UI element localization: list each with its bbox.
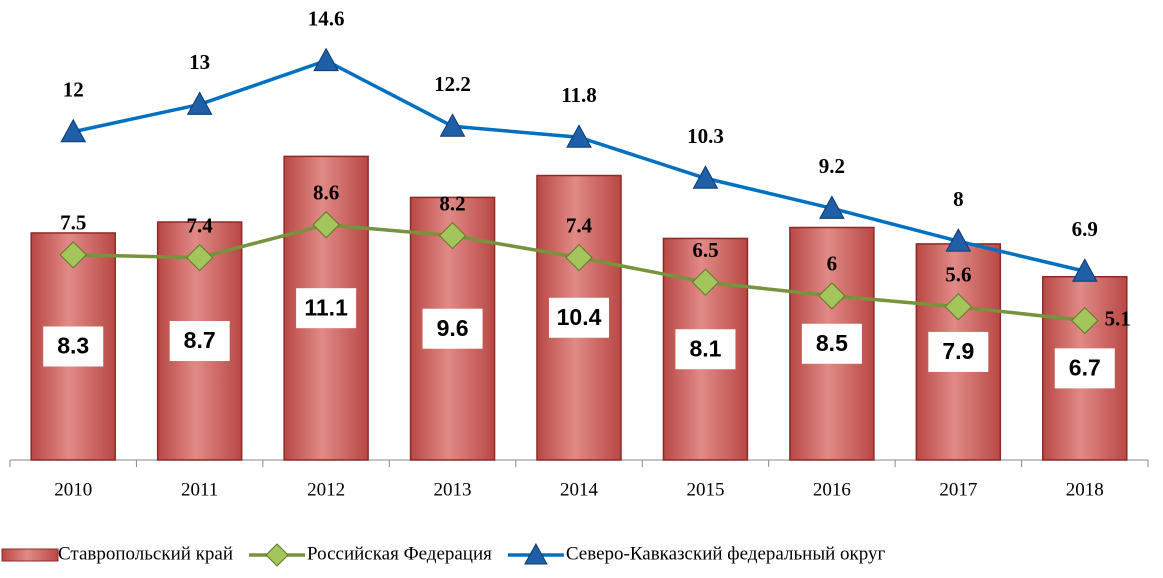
marker xyxy=(818,282,846,310)
bar-label: 11.1 xyxy=(304,294,348,320)
x-tick-label: 2018 xyxy=(1066,479,1104,500)
legend-marker xyxy=(265,543,289,567)
data-label: 7.4 xyxy=(566,213,593,237)
x-tick-label: 2012 xyxy=(307,479,345,500)
data-label: 7.5 xyxy=(60,211,86,235)
data-label: 6 xyxy=(827,252,838,276)
bar-label-box xyxy=(43,326,104,367)
data-label: 8.2 xyxy=(439,192,465,216)
marker xyxy=(312,211,340,239)
legend-swatch xyxy=(1,548,59,562)
legend-label: Ставропольский край xyxy=(58,543,233,564)
marker xyxy=(438,221,467,250)
legend-label: Северо-Кавказский федеральный округ xyxy=(566,543,886,564)
marker xyxy=(186,91,213,115)
marker xyxy=(565,243,593,272)
bar-label: 9.6 xyxy=(437,315,469,341)
data-label: 14.6 xyxy=(308,6,345,30)
marker xyxy=(691,268,720,296)
data-label: 5.1 xyxy=(1105,306,1131,330)
data-label: 13 xyxy=(189,50,210,74)
bar-label: 7.9 xyxy=(942,338,974,364)
bar-label-box xyxy=(801,323,862,364)
bar-label-box xyxy=(1054,348,1115,389)
marker xyxy=(692,165,719,189)
x-tick-label: 2016 xyxy=(813,479,851,500)
marker xyxy=(313,47,339,72)
x-tick-label: 2011 xyxy=(181,479,218,500)
bar-label: 8.1 xyxy=(689,335,721,361)
marker xyxy=(566,124,592,148)
x-tick-label: 2014 xyxy=(560,479,599,500)
marker xyxy=(60,118,87,143)
legend-marker xyxy=(524,542,548,565)
marker xyxy=(185,243,214,272)
marker xyxy=(944,293,973,321)
bar-label: 8.3 xyxy=(57,333,89,359)
bar-label-box xyxy=(675,329,736,370)
bar-label-box xyxy=(928,331,989,372)
x-tick-label: 2013 xyxy=(434,479,472,500)
marker xyxy=(1071,306,1099,335)
data-label: 8 xyxy=(953,187,964,211)
bar-label: 8.7 xyxy=(184,327,216,353)
marker xyxy=(945,228,972,252)
bar-label-box xyxy=(422,308,483,349)
data-label: 5.6 xyxy=(945,263,971,287)
data-label: 10.3 xyxy=(687,124,724,148)
bar-label-box xyxy=(169,321,230,362)
marker xyxy=(439,113,466,137)
marker xyxy=(1071,258,1098,282)
x-tick-label: 2015 xyxy=(686,479,724,500)
x-tick-label: 2010 xyxy=(54,479,92,500)
data-label: 12 xyxy=(63,78,84,102)
marker xyxy=(59,241,87,269)
x-tick-label: 2017 xyxy=(939,479,977,500)
bar-label: 10.4 xyxy=(557,304,602,330)
bar-label: 8.5 xyxy=(816,330,848,356)
data-label: 9.2 xyxy=(819,154,845,178)
data-label: 12.2 xyxy=(434,72,471,96)
bar-label: 6.7 xyxy=(1069,354,1101,380)
data-label: 8.6 xyxy=(313,181,339,205)
data-label: 6.5 xyxy=(692,238,718,262)
data-label: 6.9 xyxy=(1072,217,1098,241)
data-label: 7.4 xyxy=(187,213,214,237)
data-label: 11.8 xyxy=(561,83,597,107)
bar-label-box xyxy=(549,297,609,338)
marker xyxy=(819,195,845,219)
bar-label-box xyxy=(296,288,357,329)
legend-label: Российская Федерация xyxy=(307,543,492,564)
